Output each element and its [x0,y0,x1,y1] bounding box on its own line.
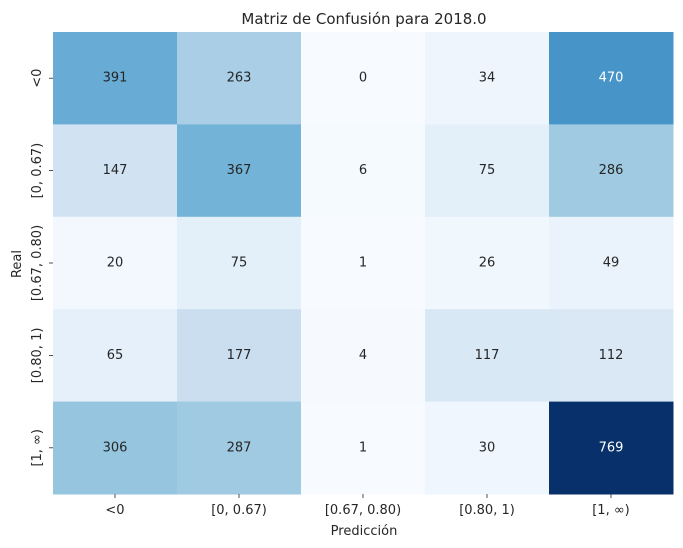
y-tick-label: <0 [30,69,45,88]
heatmap-cell [425,309,550,403]
cell-value-label: 49 [603,256,620,271]
cell-value-label: 112 [599,348,624,363]
heatmap-cell [301,216,426,310]
heatmap-cell [549,309,674,403]
cell-value-label: 306 [103,440,128,455]
cell-value-label: 286 [599,163,624,178]
cell-value-label: 6 [359,163,367,178]
cell-value-label: 0 [359,71,367,86]
heatmap-cell [53,124,178,218]
x-axis-ticks: <0 [0, 0.67) [0.67, 0.80) [0.80, 1) [1, ∞) [105,494,630,518]
cell-value-label: 263 [227,71,252,86]
heatmap-cell [549,32,674,125]
heatmap-cell [425,216,550,310]
heatmap-cell [177,124,302,218]
cell-value-label: 391 [103,71,128,86]
heatmap-cell [549,216,674,310]
heatmap-cell [425,32,550,125]
x-tick-label: [0.67, 0.80) [325,503,401,518]
y-axis-label: Real [10,250,25,278]
cell-value-label: 34 [479,71,496,86]
heatmap-cell [53,216,178,310]
cell-value-label: 75 [231,256,248,271]
cell-value-label: 117 [475,348,500,363]
chart-title: Matriz de Confusión para 2018.0 [241,10,486,28]
heatmap-cell [301,32,426,125]
cell-value-label: 367 [227,163,252,178]
heatmap-cell [177,401,302,495]
heatmap-cell [549,124,674,218]
heatmap-cell [425,401,550,495]
heatmap-cell [53,32,178,125]
cell-value-label: 177 [227,348,252,363]
x-tick-label: <0 [105,503,124,518]
x-tick-label: [1, ∞) [592,503,630,518]
heatmap-cell [53,401,178,495]
heatmap-cells: 391 263 0 34 470 147 367 6 75 286 20 75 1 26 49 65 177 4 1… [53,32,674,495]
heatmap-cell [425,124,550,218]
y-tick-label: [0.80, 1) [30,328,45,384]
cell-value-label: 65 [107,348,124,363]
x-tick-label: [0, 0.67) [211,503,267,518]
x-tick-label: [0.80, 1) [459,503,515,518]
cell-value-label: 147 [103,163,128,178]
cell-value-label: 1 [359,440,367,455]
heatmap-cell [177,216,302,310]
y-axis-ticks: <0 [0, 0.67) [0.67, 0.80) [0.80, 1) [1, ∞) [30,69,53,467]
cell-value-label: 4 [359,348,367,363]
cell-value-label: 470 [599,71,624,86]
heatmap-cell [177,32,302,125]
y-tick-label: [0, 0.67) [30,143,45,199]
heatmap-cell [301,124,426,218]
y-tick-label: [0.67, 0.80) [30,225,45,301]
heatmap-cell [53,309,178,403]
heatmap-cell [301,309,426,403]
cell-value-label: 75 [479,163,496,178]
cell-value-label: 1 [359,256,367,271]
heatmap-cell [177,309,302,403]
cell-value-label: 20 [107,256,124,271]
heatmap-cell [301,401,426,495]
y-tick-label: [1, ∞) [30,429,45,467]
x-axis-label: Predicción [331,524,398,539]
cell-value-label: 26 [479,256,496,271]
heatmap-cell [549,401,674,495]
cell-value-label: 287 [227,440,252,455]
cell-value-label: 769 [599,440,624,455]
cell-value-label: 30 [479,440,496,455]
